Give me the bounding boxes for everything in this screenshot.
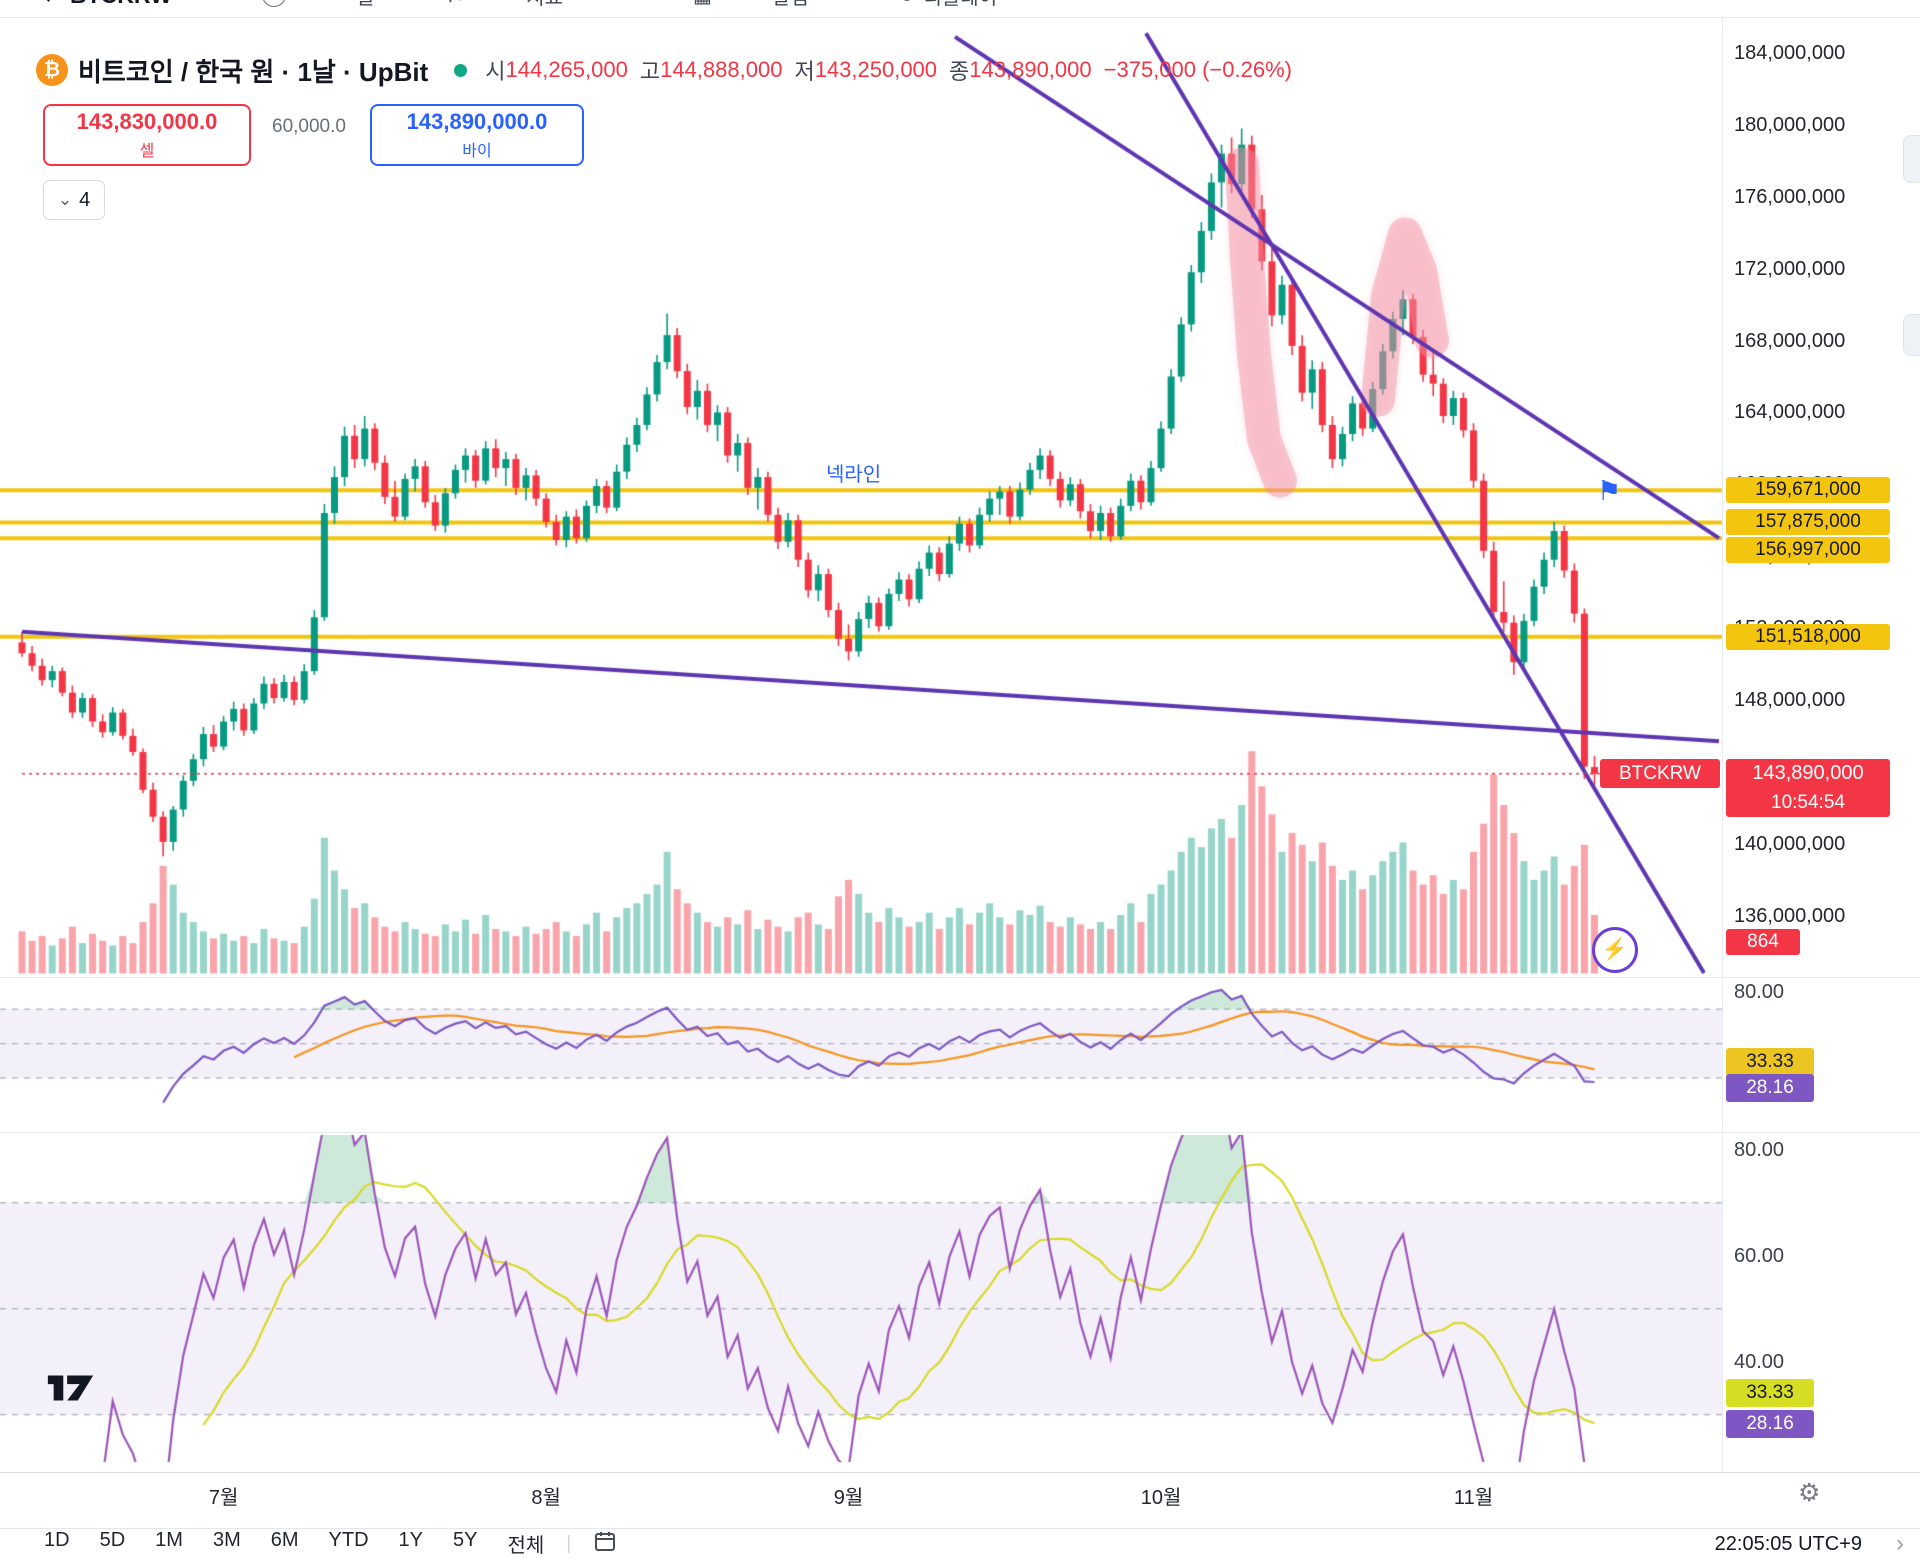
range-button-5D[interactable]: 5D	[99, 1529, 126, 1551]
sell-label: 셀	[139, 143, 155, 160]
object-tree-chip[interactable]: ⌄ 4	[43, 180, 105, 220]
price-tick: 180,000,000	[1734, 113, 1846, 136]
indicator-level-label: 80.00	[1734, 981, 1785, 1003]
low-value: 143,250,000	[814, 57, 938, 82]
month-label: 9월	[833, 1487, 864, 1509]
bottom-toolbar: 1D 5D 1M 3M 6M YTD 1Y 5Y 전체 | 22:05:05 UTC+9 ›	[0, 1528, 1920, 1558]
buy-price: 143,890,000.0	[406, 109, 548, 134]
go-to-date-icon[interactable]	[593, 1529, 617, 1558]
ohlc-row: 시 144,265,000 고 144,888,000 저 143,250,000 종…	[473, 54, 1292, 86]
layout-grid-icon[interactable]: ▦	[693, 0, 712, 8]
sell-button[interactable]: 143,830,000.0 셀	[43, 104, 251, 166]
volume-value-badge: 864	[1726, 929, 1800, 955]
interval-button[interactable]: 일	[356, 0, 374, 10]
sell-price: 143,830,000.0	[76, 109, 218, 134]
month-label: 10월	[1140, 1487, 1182, 1509]
level-price-badge: 157,875,000	[1726, 509, 1890, 536]
low-label: 저	[794, 59, 815, 84]
pane-separator[interactable]	[0, 977, 1920, 978]
scroll-right-chevron[interactable]: ›	[1896, 1530, 1904, 1557]
price-tick: 176,000,000	[1734, 185, 1846, 208]
market-status-dot	[454, 63, 468, 77]
time-axis-border	[0, 1472, 1920, 1473]
range-button-1M[interactable]: 1M	[155, 1529, 183, 1551]
high-value: 144,888,000	[660, 57, 783, 82]
price-flag-icon[interactable]: ⚑	[1597, 476, 1622, 506]
range-button-5Y[interactable]: 5Y	[453, 1529, 478, 1551]
spread-value: 60,000.0	[272, 116, 346, 137]
symbol-search-button[interactable]: BTCKRW	[70, 0, 172, 9]
month-label: 7월	[208, 1487, 239, 1509]
buy-button[interactable]: 143,890,000.0 바이	[370, 104, 584, 166]
quick-trade-lightning-icon[interactable]: ⚡	[1592, 927, 1638, 973]
indicator-value-badge: 33.33	[1726, 1048, 1814, 1077]
bitcoin-icon: ₿	[36, 54, 68, 86]
range-button-1D[interactable]: 1D	[44, 1529, 70, 1551]
replay-icon[interactable]: ↺	[899, 0, 916, 8]
indicator-level-label: 60.00	[1734, 1244, 1785, 1267]
indicator-value-badge: 33.33	[1726, 1379, 1814, 1408]
price-tick: 164,000,000	[1734, 401, 1846, 424]
range-button-3M[interactable]: 3M	[212, 1529, 241, 1551]
price-axis-border	[1722, 0, 1723, 1472]
level-price-badge: 156,997,000	[1726, 537, 1890, 564]
time-axis[interactable]: 7월 8월 9월 10월 11월	[0, 1472, 1722, 1528]
top-toolbar[interactable]: BTCKRW i 일 지표 ▦ 알림 ↺ 리플레이	[0, 0, 1920, 18]
last-price-symbol-tag: BTCKRW	[1600, 759, 1720, 788]
price-tick: 148,000,000	[1734, 688, 1846, 711]
change-value: −375,000 (−0.26%)	[1103, 57, 1292, 82]
candle-style-icon[interactable]	[444, 0, 466, 9]
neckline-label[interactable]: 넥라인	[826, 464, 882, 486]
last-price-value: 143,890,000	[1752, 761, 1864, 784]
last-price-badge: 143,890,000 10:54:54	[1726, 758, 1890, 817]
range-button-6M[interactable]: 6M	[270, 1529, 299, 1551]
replay-button[interactable]: 리플레이	[924, 0, 998, 10]
range-buttons: 1D 5D 1M 3M 6M YTD 1Y 5Y 전체	[44, 1529, 544, 1558]
price-axis[interactable]: 184,000,000 180,000,000 176,000,000 172,000…	[1722, 0, 1920, 1472]
side-panel-fragment[interactable]	[1903, 314, 1920, 356]
indicator-level-label: 40.00	[1734, 1350, 1785, 1373]
level-price-badge: 159,671,000	[1726, 477, 1890, 504]
symbol-header: ₿ 비트코인 / 한국 원 · 1날 · UpBit 시 144,265,000 …	[36, 52, 1292, 88]
range-button-1Y[interactable]: 1Y	[398, 1529, 424, 1551]
side-panel-fragment[interactable]	[1903, 135, 1920, 183]
price-tick: 172,000,000	[1734, 257, 1846, 280]
tradingview-logo[interactable]	[44, 1372, 98, 1409]
info-icon[interactable]: i	[261, 0, 286, 7]
level-price-badge: 151,518,000	[1726, 623, 1890, 650]
object-count: 4	[79, 188, 91, 211]
chevron-down-icon: ⌄	[57, 190, 73, 209]
price-tick: 168,000,000	[1734, 329, 1846, 352]
search-icon[interactable]	[30, 0, 52, 9]
close-label: 종	[949, 59, 970, 84]
indicator-level-label: 80.00	[1734, 1138, 1785, 1161]
high-label: 고	[639, 59, 661, 84]
range-button-전체[interactable]: 전체	[507, 1535, 545, 1557]
month-label: 8월	[531, 1487, 561, 1509]
open-label: 시	[485, 59, 506, 84]
toolbar-divider: |	[566, 1532, 572, 1554]
range-button-YTD[interactable]: YTD	[328, 1529, 369, 1551]
settings-gear-icon[interactable]: ⚙	[1798, 1479, 1821, 1507]
close-value: 143,890,000	[969, 57, 1092, 82]
clock[interactable]: 22:05:05 UTC+9	[1714, 1533, 1862, 1555]
price-tick: 184,000,000	[1734, 42, 1846, 64]
price-tick: 140,000,000	[1734, 832, 1846, 855]
month-label: 11월	[1453, 1487, 1494, 1509]
bar-countdown: 10:54:54	[1771, 791, 1845, 813]
indicator-value-badge: 28.16	[1726, 1074, 1814, 1103]
open-value: 144,265,000	[505, 57, 628, 82]
indicators-button[interactable]: 지표	[526, 0, 563, 10]
buy-label: 바이	[462, 143, 492, 160]
symbol-title[interactable]: 비트코인 / 한국 원 · 1날 · UpBit	[78, 56, 429, 87]
alert-button[interactable]: 알림	[772, 0, 809, 10]
indicator-value-badge: 28.16	[1726, 1410, 1814, 1439]
price-tick: 136,000,000	[1734, 904, 1846, 927]
pane-separator[interactable]	[0, 1132, 1920, 1133]
